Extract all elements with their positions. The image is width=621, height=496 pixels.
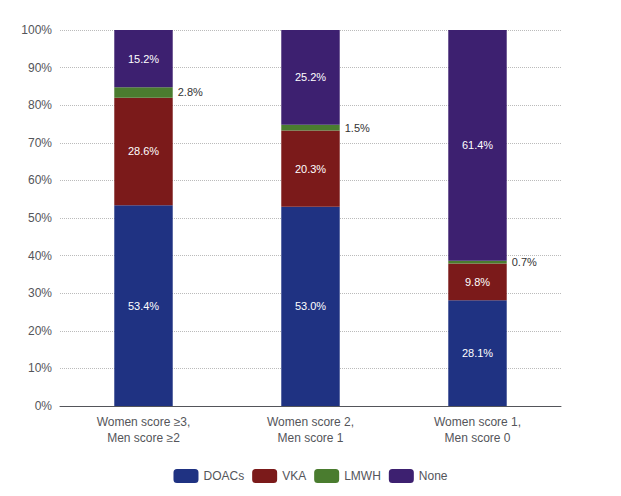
svg-text:90%: 90% [28,61,52,75]
svg-text:Women score 1,: Women score 1, [434,415,521,429]
svg-text:DOACs: DOACs [203,469,244,483]
svg-text:Men score ≥2: Men score ≥2 [107,431,180,445]
svg-text:53.0%: 53.0% [295,300,326,312]
svg-text:9.8%: 9.8% [465,276,490,288]
svg-text:LMWH: LMWH [344,469,381,483]
svg-text:60%: 60% [28,173,52,187]
svg-text:10%: 10% [28,361,52,375]
svg-text:40%: 40% [28,249,52,263]
svg-text:15.2%: 15.2% [128,53,159,65]
svg-text:Men score 1: Men score 1 [277,431,343,445]
svg-text:28.1%: 28.1% [462,347,493,359]
svg-text:2.8%: 2.8% [178,86,203,98]
svg-text:None: None [419,469,448,483]
svg-text:25.2%: 25.2% [295,71,326,83]
svg-text:50%: 50% [28,211,52,225]
svg-text:20.3%: 20.3% [295,163,326,175]
svg-text:Women score 2,: Women score 2, [267,415,354,429]
svg-text:20%: 20% [28,324,52,338]
svg-text:0.7%: 0.7% [512,256,537,268]
svg-text:Men score 0: Men score 0 [444,431,510,445]
svg-text:VKA: VKA [282,469,306,483]
svg-text:0%: 0% [35,399,53,413]
svg-text:53.4%: 53.4% [128,300,159,312]
svg-text:1.5%: 1.5% [345,122,370,134]
svg-text:100%: 100% [21,23,52,37]
svg-text:Women score ≥3,: Women score ≥3, [97,415,191,429]
svg-text:61.4%: 61.4% [462,139,493,151]
svg-text:28.6%: 28.6% [128,145,159,157]
svg-text:30%: 30% [28,286,52,300]
svg-text:70%: 70% [28,136,52,150]
svg-text:80%: 80% [28,98,52,112]
